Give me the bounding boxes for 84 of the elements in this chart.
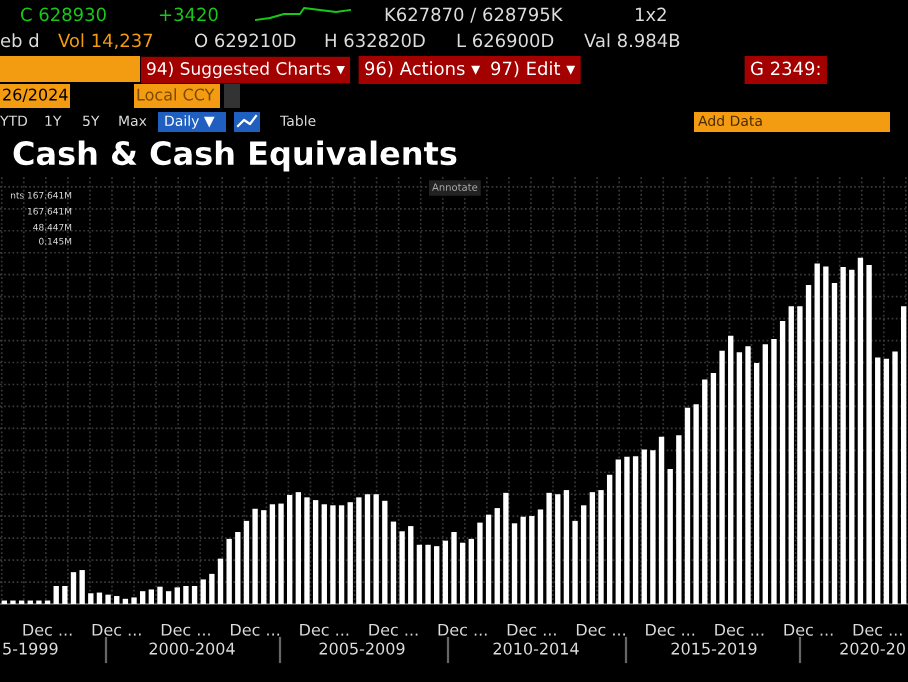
x-tick-label: Dec ...: [23, 623, 72, 636]
text: 2000-2004: [149, 642, 235, 655]
bar: [442, 540, 449, 604]
bar: [477, 522, 483, 604]
text: +3420: [159, 7, 218, 22]
bar: [191, 585, 198, 604]
bar: [684, 407, 691, 604]
bar: [857, 257, 864, 604]
bar: [148, 589, 155, 604]
bar: [295, 492, 302, 604]
text: 2020-20: [840, 642, 905, 655]
bar: [165, 591, 172, 604]
bar: [840, 267, 846, 604]
x-tick-label: Dec ...: [92, 623, 141, 636]
chart-title: Cash & Cash Equivalents: [13, 140, 457, 172]
text: C 628930: [21, 7, 106, 22]
bar: [866, 264, 872, 604]
text: 94) Suggested Charts ▾: [147, 61, 345, 79]
x-tick-label: Dec ...: [853, 623, 902, 636]
text: eb d: [0, 33, 39, 48]
bar: [563, 490, 570, 604]
x-tick-label: Dec ...: [507, 623, 556, 636]
text: 5-1999: [3, 642, 58, 655]
bar: [451, 531, 457, 604]
bar: [356, 497, 362, 604]
text: H 632820D: [325, 33, 425, 48]
bar: [503, 492, 509, 604]
bar: [529, 516, 535, 604]
bar: [589, 492, 596, 604]
bar: [883, 358, 890, 604]
text: 26/2024: [3, 88, 68, 102]
text: 1x2: [635, 7, 666, 21]
x-tick-label: Dec ...: [231, 623, 280, 636]
bar: [485, 514, 492, 604]
bar: [330, 505, 336, 604]
bar: [546, 492, 552, 604]
bar: [96, 592, 103, 604]
x-tick-label: Dec ...: [646, 623, 695, 636]
bar: [632, 456, 639, 604]
bar: [658, 436, 665, 604]
bar: [425, 544, 431, 604]
bar: [252, 508, 258, 604]
bar: [157, 586, 163, 604]
text: Vol 14,237: [58, 33, 153, 50]
bar: [312, 500, 319, 604]
bar: [373, 494, 379, 604]
bar: [304, 497, 310, 604]
bar: [105, 594, 111, 604]
x-tick-label: Dec ...: [715, 623, 764, 636]
text: 2005-2009: [319, 642, 405, 655]
text: K627870 / 628795K: [385, 7, 563, 23]
text: Val 8.984B: [584, 33, 680, 48]
text: 96) Actions ▾: [365, 61, 481, 78]
bar: [416, 544, 423, 604]
bar: [338, 505, 345, 604]
bar: [779, 321, 786, 604]
bar: [79, 570, 85, 604]
text: O 629210D: [195, 33, 296, 48]
bar: [269, 504, 276, 604]
x-tick-label: Dec ...: [784, 623, 833, 636]
bar: [278, 503, 284, 604]
x-tick-label: Dec ...: [300, 623, 349, 636]
text: 97) Edit ▾: [491, 61, 576, 78]
bar: [745, 346, 751, 604]
x-tick-label: Dec ...: [369, 623, 418, 636]
bar: [736, 352, 743, 604]
text: G 2349:: [751, 61, 820, 76]
x-tick-label: Dec ...: [576, 623, 625, 636]
bar: [131, 597, 137, 604]
text: 2010-2014: [493, 642, 579, 655]
bar: [183, 585, 189, 604]
x-tick-label: Dec ...: [161, 623, 210, 636]
bar: [805, 285, 812, 604]
bar: [606, 474, 613, 604]
text: L 626900D: [457, 33, 554, 48]
bar: [390, 521, 397, 604]
bar: [226, 538, 232, 604]
bar: [70, 572, 77, 604]
text: Local CCY: [137, 88, 215, 101]
bar: [624, 456, 630, 604]
x-tick-label: Dec ...: [438, 623, 487, 636]
bar: [823, 266, 829, 604]
text: 2015-2019: [671, 642, 757, 655]
bar: [364, 494, 371, 604]
